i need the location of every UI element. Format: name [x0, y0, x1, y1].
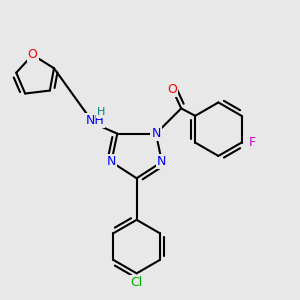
Text: N: N: [107, 155, 116, 168]
Text: F: F: [249, 136, 256, 149]
Text: N: N: [157, 155, 167, 168]
Text: N: N: [151, 127, 160, 140]
Text: Cl: Cl: [130, 276, 143, 289]
Text: O: O: [28, 48, 38, 62]
Text: NH: NH: [85, 114, 104, 128]
Text: O: O: [167, 82, 177, 96]
Text: H: H: [97, 107, 105, 117]
